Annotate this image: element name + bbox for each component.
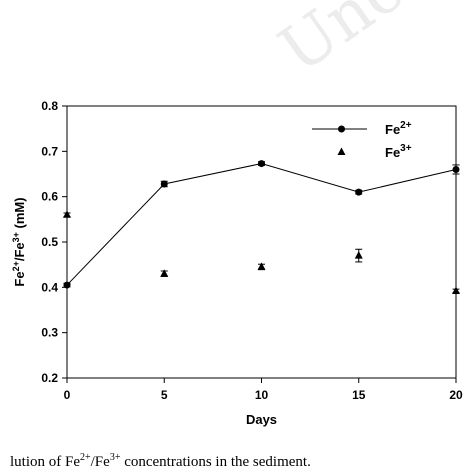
y-tick-label: 0.8 (41, 99, 58, 113)
caption-text-3: concentrations in the sediment. (120, 454, 311, 470)
series-1-point (452, 165, 460, 173)
x-tick-label: 20 (449, 388, 463, 402)
series-1-point (355, 188, 363, 196)
legend-label-2: Fe3+ (385, 143, 412, 160)
y-tick-label: 0.3 (41, 326, 58, 340)
x-axis-title: Days (246, 412, 277, 427)
series-1-point (160, 180, 168, 188)
legend-marker-2 (337, 147, 346, 155)
x-tick-label: 5 (161, 388, 168, 402)
series-2-point (452, 286, 460, 294)
caption-superscript-1: 2+ (80, 452, 91, 463)
chart: Uncorrected 0 5 10 15 20 0.2 0.3 0.4 0.5 0.6 0.7 0.… (11, 0, 474, 427)
y-tick-label: 0.2 (41, 371, 58, 385)
x-tick-label: 0 (64, 388, 71, 402)
y-tick-label: 0.5 (41, 235, 58, 249)
series-2-point (354, 251, 363, 259)
watermark: Uncorrected (267, 0, 474, 88)
series-2-point (160, 269, 169, 277)
series-1-point (258, 160, 265, 168)
caption-text-2: /Fe (90, 454, 110, 470)
x-tick-label: 10 (255, 388, 269, 402)
caption-superscript-2: 3+ (109, 452, 121, 463)
series-2-point (257, 262, 266, 270)
y-tick-label: 0.4 (41, 280, 58, 294)
y-tick-label: 0.6 (41, 190, 58, 204)
legend-label-1: Fe2+ (385, 120, 412, 137)
caption-text-1: lution of Fe (10, 454, 80, 470)
y-axis-title: Fe2+/Fe3+ (mM) (11, 197, 27, 286)
legend-marker-1 (338, 125, 345, 133)
figure-caption: lution of Fe2+/Fe3+ concentrations in th… (10, 452, 311, 471)
series-2-point (63, 210, 71, 218)
y-tick-label: 0.7 (41, 144, 58, 158)
x-tick-label: 15 (352, 388, 366, 402)
series-1-point (63, 281, 71, 289)
